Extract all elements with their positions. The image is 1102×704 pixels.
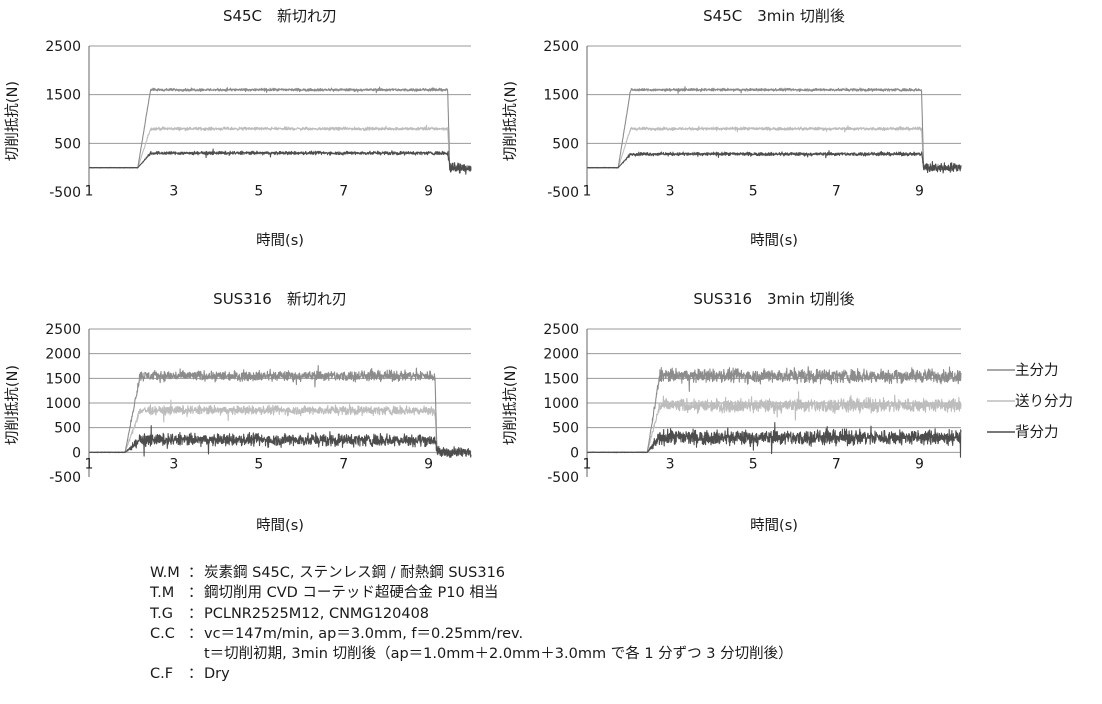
x-tick-label: 3 bbox=[169, 184, 178, 200]
condition-row-tm: T.M ： 鋼切削用 CVD コーテッド超硬合金 P10 相当 bbox=[150, 583, 1050, 603]
chart-4: SUS316 3min 切削後 -500 0 500 1000 1500 2000 2500 1… bbox=[502, 290, 962, 534]
condition-key: T.M bbox=[150, 585, 175, 602]
y-tick-label: 1500 bbox=[543, 88, 579, 104]
series-2-trace bbox=[586, 125, 962, 171]
legend-label: 主分力 bbox=[1015, 362, 1059, 379]
x-tick-label: 7 bbox=[832, 456, 841, 472]
y-tick-label: 0 bbox=[72, 445, 81, 461]
y-tick-label: 0 bbox=[570, 445, 579, 461]
y-axis-label: 切削抵抗(N) bbox=[502, 81, 519, 161]
condition-value: 炭素鋼 S45C, ステンレス鋼 / 耐熱鋼 SUS316 bbox=[204, 565, 506, 581]
series-2-trace bbox=[88, 124, 472, 172]
chart-3: SUS316 新切れ刃 -500 0 500 1000 1500 2000 2500 1 3 5 7 9… bbox=[4, 290, 472, 534]
chart-1: S45C 新切れ刃 -500 500 1500 2500 1 3 5 7 9 時間(s) 切削抵抗(N… bbox=[4, 7, 472, 249]
series-1-trace bbox=[586, 86, 962, 172]
series-3-trace bbox=[88, 148, 472, 175]
condition-separator: ： bbox=[188, 605, 203, 622]
condition-key: C.C bbox=[150, 625, 175, 642]
condition-row-tg: T.G ： PCLNR2525M12, CNMG120408 bbox=[150, 604, 1050, 624]
y-tick-label: 500 bbox=[54, 421, 81, 437]
x-tick-label: 5 bbox=[254, 456, 263, 472]
condition-row-cc: C.C ： vc＝147m/min, ap＝3.0mm, f＝0.25mm/re… bbox=[150, 624, 1050, 644]
y-axis-label: 切削抵抗(N) bbox=[4, 81, 21, 161]
x-tick-label: 1 bbox=[583, 184, 592, 200]
x-tick-label: 9 bbox=[424, 184, 433, 200]
condition-cc-line2: t＝切削初期, 3min 切削後（ap＝1.0mm＋2.0mm＋3.0mm で各… bbox=[204, 646, 793, 663]
y-tick-label: 2500 bbox=[543, 39, 579, 55]
series-1-trace bbox=[586, 366, 962, 454]
chart-title: SUS316 3min 切削後 bbox=[693, 290, 854, 308]
legend-label: 送り分力 bbox=[1015, 393, 1073, 410]
y-tick-label: -500 bbox=[49, 470, 81, 486]
x-axis-label: 時間(s) bbox=[256, 517, 304, 534]
chart-title: SUS316 新切れ刃 bbox=[213, 290, 347, 308]
condition-separator: ： bbox=[188, 625, 203, 642]
condition-key: C.F bbox=[150, 666, 174, 683]
y-tick-label: 1500 bbox=[543, 371, 579, 387]
y-tick-label: 2000 bbox=[543, 347, 579, 363]
x-tick-label: 3 bbox=[666, 184, 675, 200]
y-tick-label: -500 bbox=[547, 470, 579, 486]
series-2-trace bbox=[88, 399, 472, 456]
condition-key: W.M bbox=[150, 565, 180, 581]
series-3-trace bbox=[88, 425, 472, 459]
x-tick-label: 5 bbox=[254, 184, 263, 200]
series-3-trace bbox=[586, 421, 962, 458]
x-tick-label: 3 bbox=[666, 456, 675, 472]
x-tick-label: 1 bbox=[85, 456, 94, 472]
x-tick-label: 1 bbox=[85, 184, 94, 200]
series-1-trace bbox=[88, 365, 472, 456]
y-tick-label: 500 bbox=[552, 421, 579, 437]
x-tick-label: 5 bbox=[749, 456, 758, 472]
y-tick-label: 1000 bbox=[45, 396, 81, 412]
y-tick-label: -500 bbox=[49, 185, 81, 201]
y-tick-label: -500 bbox=[547, 185, 579, 201]
y-tick-label: 2500 bbox=[45, 39, 81, 55]
y-tick-label: 1500 bbox=[45, 371, 81, 387]
y-axis-label: 切削抵抗(N) bbox=[502, 365, 519, 445]
x-tick-label: 7 bbox=[339, 456, 348, 472]
condition-row-cf: C.F ： Dry bbox=[150, 664, 1050, 684]
x-tick-label: 5 bbox=[749, 184, 758, 200]
condition-separator: ： bbox=[188, 565, 203, 581]
condition-key: T.G bbox=[150, 605, 173, 622]
x-tick-label: 7 bbox=[832, 184, 841, 200]
y-axis-label: 切削抵抗(N) bbox=[4, 365, 21, 445]
series-2-trace bbox=[586, 391, 962, 454]
condition-separator: ： bbox=[188, 585, 203, 602]
chart-2: S45C 3min 切削後 -500 500 1500 2500 1 3 5 7 9 時間(s) 切削… bbox=[502, 7, 962, 249]
condition-value: 鋼切削用 CVD コーテッド超硬合金 P10 相当 bbox=[204, 585, 499, 602]
chart-title: S45C 3min 切削後 bbox=[703, 7, 845, 25]
x-tick-label: 9 bbox=[915, 184, 924, 200]
condition-row-wm: W.M ： 炭素鋼 S45C, ステンレス鋼 / 耐熱鋼 SUS316 bbox=[150, 563, 1050, 583]
y-tick-label: 2500 bbox=[45, 322, 81, 338]
x-tick-label: 1 bbox=[583, 456, 592, 472]
legend-label: 背分力 bbox=[1015, 424, 1059, 441]
x-tick-label: 7 bbox=[339, 184, 348, 200]
y-tick-label: 1500 bbox=[45, 88, 81, 104]
x-tick-label: 9 bbox=[424, 456, 433, 472]
series-3-trace bbox=[586, 150, 962, 174]
y-tick-label: 500 bbox=[552, 136, 579, 152]
x-axis-label: 時間(s) bbox=[750, 232, 798, 249]
x-tick-label: 3 bbox=[169, 456, 178, 472]
y-tick-label: 500 bbox=[54, 136, 81, 152]
condition-value: PCLNR2525M12, CNMG120408 bbox=[204, 605, 430, 622]
series-1-trace bbox=[88, 86, 472, 172]
x-axis-label: 時間(s) bbox=[750, 517, 798, 534]
x-tick-label: 9 bbox=[915, 456, 924, 472]
condition-value: vc＝147m/min, ap＝3.0mm, f＝0.25mm/rev. bbox=[204, 625, 524, 642]
condition-separator: ： bbox=[188, 666, 203, 683]
cutting-conditions: W.M ： 炭素鋼 S45C, ステンレス鋼 / 耐熱鋼 SUS316 T.M … bbox=[150, 563, 1050, 685]
condition-value: Dry bbox=[204, 666, 230, 683]
y-tick-label: 2500 bbox=[543, 322, 579, 338]
y-tick-label: 2000 bbox=[45, 347, 81, 363]
y-tick-label: 1000 bbox=[543, 396, 579, 412]
x-axis-label: 時間(s) bbox=[256, 232, 304, 249]
chart-title: S45C 新切れ刃 bbox=[223, 7, 337, 25]
